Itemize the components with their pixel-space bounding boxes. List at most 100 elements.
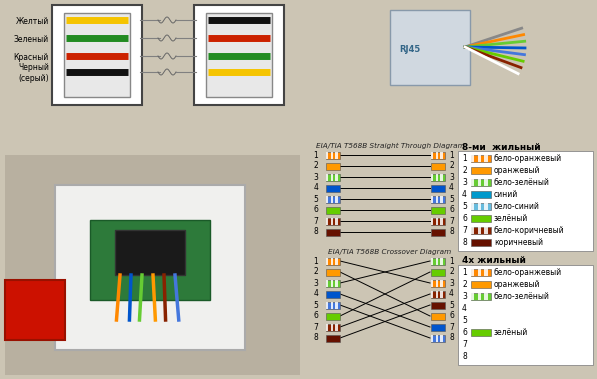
Bar [326, 152, 340, 158]
Bar [64, 13, 130, 97]
Bar [431, 279, 445, 287]
Bar [326, 324, 340, 330]
Bar [431, 218, 445, 224]
Bar [441, 196, 442, 202]
Text: 7: 7 [462, 340, 467, 349]
Bar [441, 279, 442, 287]
Bar [471, 239, 491, 246]
Bar [331, 174, 333, 180]
Bar [326, 279, 340, 287]
Text: 8: 8 [462, 352, 467, 361]
Bar [336, 257, 338, 265]
Bar [326, 174, 340, 180]
Bar [436, 257, 438, 265]
Bar [326, 218, 328, 224]
Text: Зеленый: Зеленый [14, 34, 49, 44]
Bar [484, 155, 488, 162]
Bar [478, 269, 481, 276]
Bar [441, 152, 442, 158]
Text: 5: 5 [449, 194, 454, 204]
Bar [5, 155, 300, 375]
Text: 7: 7 [449, 323, 454, 332]
Bar [326, 302, 340, 309]
Bar [115, 230, 185, 275]
Bar [471, 179, 491, 186]
Bar [471, 227, 475, 234]
Bar [431, 152, 445, 158]
Text: 5: 5 [313, 194, 318, 204]
Text: 8-ми  жильный: 8-ми жильный [462, 143, 541, 152]
Text: 4: 4 [449, 183, 454, 193]
Bar [431, 302, 445, 309]
Text: зелёный: зелёный [494, 214, 528, 223]
Text: 2: 2 [462, 280, 467, 289]
Bar [326, 302, 328, 309]
Text: 5: 5 [462, 202, 467, 211]
Text: 7: 7 [462, 226, 467, 235]
Bar [436, 290, 438, 298]
Bar [326, 196, 328, 202]
Text: 8: 8 [313, 227, 318, 236]
Text: EIA/TIA T568B Straight Through Diagram: EIA/TIA T568B Straight Through Diagram [316, 143, 464, 149]
Bar [326, 279, 328, 287]
Bar [471, 329, 491, 336]
Bar [331, 196, 333, 202]
Bar [431, 229, 445, 235]
Bar [458, 151, 593, 251]
Bar [331, 324, 333, 330]
Text: 2: 2 [462, 166, 467, 175]
Text: 4х жильный: 4х жильный [462, 256, 526, 265]
Bar [326, 257, 328, 265]
Bar [326, 257, 340, 265]
Bar [484, 179, 488, 186]
Text: 2: 2 [313, 268, 318, 277]
Bar [484, 203, 488, 210]
Bar [326, 207, 340, 213]
Text: 5: 5 [313, 301, 318, 310]
Text: 4: 4 [313, 290, 318, 299]
Bar [326, 218, 340, 224]
Bar [326, 268, 340, 276]
Text: 6: 6 [462, 214, 467, 223]
Text: бело-зелёный: бело-зелёный [494, 292, 550, 301]
Bar [436, 335, 438, 341]
Bar [478, 179, 481, 186]
Bar [336, 279, 338, 287]
Bar [471, 155, 475, 162]
Text: 3: 3 [462, 178, 467, 187]
Bar [194, 5, 284, 105]
Text: EIA/TIA T568B Crossover Diagram: EIA/TIA T568B Crossover Diagram [328, 249, 451, 255]
Bar [436, 152, 438, 158]
Bar [471, 203, 475, 210]
Text: зелёный: зелёный [494, 328, 528, 337]
Bar [336, 174, 338, 180]
Bar [431, 335, 445, 341]
Bar [431, 257, 433, 265]
Bar [431, 174, 433, 180]
Text: оранжевый: оранжевый [494, 166, 540, 175]
Bar [478, 293, 481, 300]
Text: 3: 3 [462, 292, 467, 301]
Bar [431, 257, 445, 265]
Text: бело-зелёный: бело-зелёный [494, 178, 550, 187]
Bar [431, 185, 445, 191]
Bar [436, 174, 438, 180]
Bar [431, 196, 445, 202]
Bar [471, 179, 475, 186]
Text: 4: 4 [313, 183, 318, 193]
Text: 5: 5 [462, 316, 467, 325]
Text: бело-коричневый: бело-коричневый [494, 226, 565, 235]
Bar [431, 290, 433, 298]
Text: 3: 3 [449, 279, 454, 288]
Bar [336, 324, 338, 330]
Text: 4: 4 [449, 290, 454, 299]
Bar [326, 229, 340, 235]
Text: 1: 1 [462, 154, 467, 163]
Bar [431, 174, 445, 180]
Text: 6: 6 [313, 205, 318, 215]
Bar [431, 163, 445, 169]
Bar [478, 227, 481, 234]
Bar [326, 313, 340, 319]
Bar [471, 203, 491, 210]
Text: 1: 1 [449, 150, 454, 160]
